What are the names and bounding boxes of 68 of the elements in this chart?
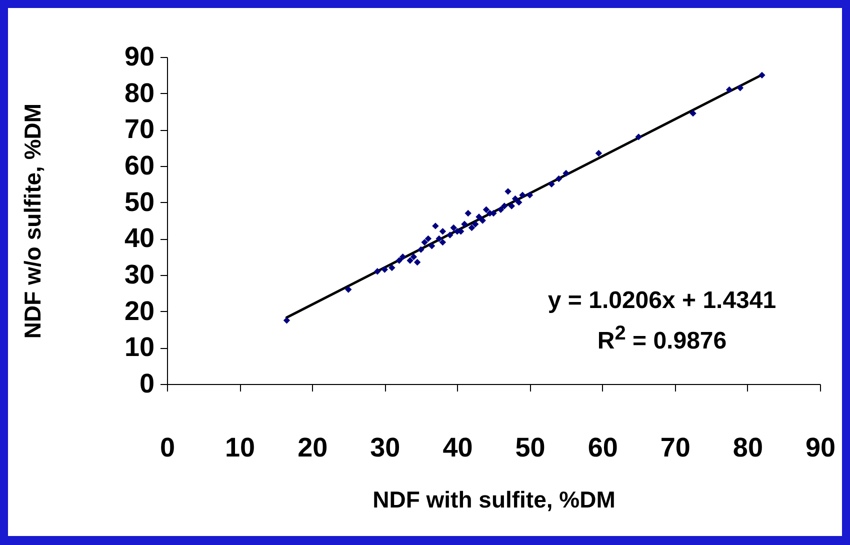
point: [345, 286, 352, 293]
point: [388, 264, 396, 272]
point: [436, 235, 442, 242]
y-tick-label: 50: [124, 186, 154, 217]
x-tick-label: 40: [442, 432, 473, 462]
point: [414, 258, 421, 266]
point: [432, 222, 439, 230]
annotation: y = 1.0206x + 1.4341: [548, 287, 776, 315]
point: [399, 253, 406, 260]
x-tick-label: 70: [660, 432, 690, 462]
y-tick-label: 40: [124, 223, 154, 254]
x-tick-label: 0: [160, 432, 176, 462]
point: [381, 266, 388, 273]
point: [497, 206, 504, 213]
point: [476, 214, 482, 220]
point: [424, 235, 432, 242]
y-tick-label: 70: [124, 114, 154, 144]
point: [374, 268, 381, 275]
point: [439, 228, 446, 235]
point: [406, 257, 414, 264]
point: [461, 220, 468, 228]
point: [418, 246, 424, 253]
point: [562, 170, 570, 177]
y-tick-label: 80: [124, 78, 154, 108]
x-tick-label: 10: [225, 432, 256, 462]
point: [450, 224, 457, 232]
point: [526, 192, 534, 198]
x-tick-label: 20: [298, 432, 328, 462]
point: [690, 110, 696, 117]
point: [595, 150, 602, 157]
point: [396, 257, 403, 264]
point: [504, 188, 512, 195]
point: [482, 206, 490, 213]
y-tick-label: 90: [124, 42, 154, 72]
x-tick-label: 30: [370, 432, 400, 462]
x-axis-title: NDF with sulfite, %DM: [372, 486, 616, 512]
point: [512, 195, 519, 202]
x-tick-label: 90: [805, 432, 836, 462]
y-tick-label: 0: [139, 368, 154, 398]
point: [472, 220, 479, 228]
point: [758, 72, 766, 79]
y-tick-label: 10: [124, 332, 154, 362]
x-tick-label: 50: [515, 432, 546, 462]
point: [439, 238, 446, 246]
point: [479, 217, 486, 224]
annotation: R$^{2}$ = 0.9876: [597, 322, 727, 356]
point: [464, 210, 472, 217]
point: [726, 86, 733, 94]
x-tick-label: 80: [732, 432, 763, 462]
y-tick-label: 60: [124, 150, 154, 180]
y-axis-title: NDF w/o sulfite, %DM: [20, 103, 46, 339]
point: [410, 253, 418, 260]
point: [635, 134, 642, 140]
point: [501, 202, 508, 210]
y-tick-label: 20: [124, 296, 154, 326]
point: [421, 238, 428, 246]
point: [446, 232, 454, 238]
point: [428, 242, 436, 250]
point: [283, 317, 290, 324]
point: [468, 224, 476, 232]
point: [548, 180, 555, 188]
point: [508, 202, 515, 210]
point: [736, 84, 744, 92]
point: [555, 175, 562, 182]
point: [519, 192, 526, 198]
y-tick-label: 30: [124, 260, 154, 290]
x-tick-label: 60: [588, 432, 618, 462]
point: [516, 198, 522, 206]
